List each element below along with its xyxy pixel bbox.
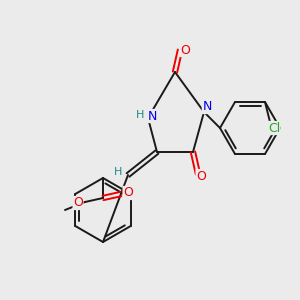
Text: O: O (180, 44, 190, 56)
Text: H: H (114, 167, 122, 177)
Text: O: O (123, 187, 133, 200)
Text: N: N (202, 100, 212, 113)
Text: O: O (73, 196, 83, 209)
Text: Cl: Cl (268, 122, 280, 134)
Text: H: H (136, 110, 144, 120)
Text: N: N (147, 110, 157, 122)
Text: O: O (196, 169, 206, 182)
